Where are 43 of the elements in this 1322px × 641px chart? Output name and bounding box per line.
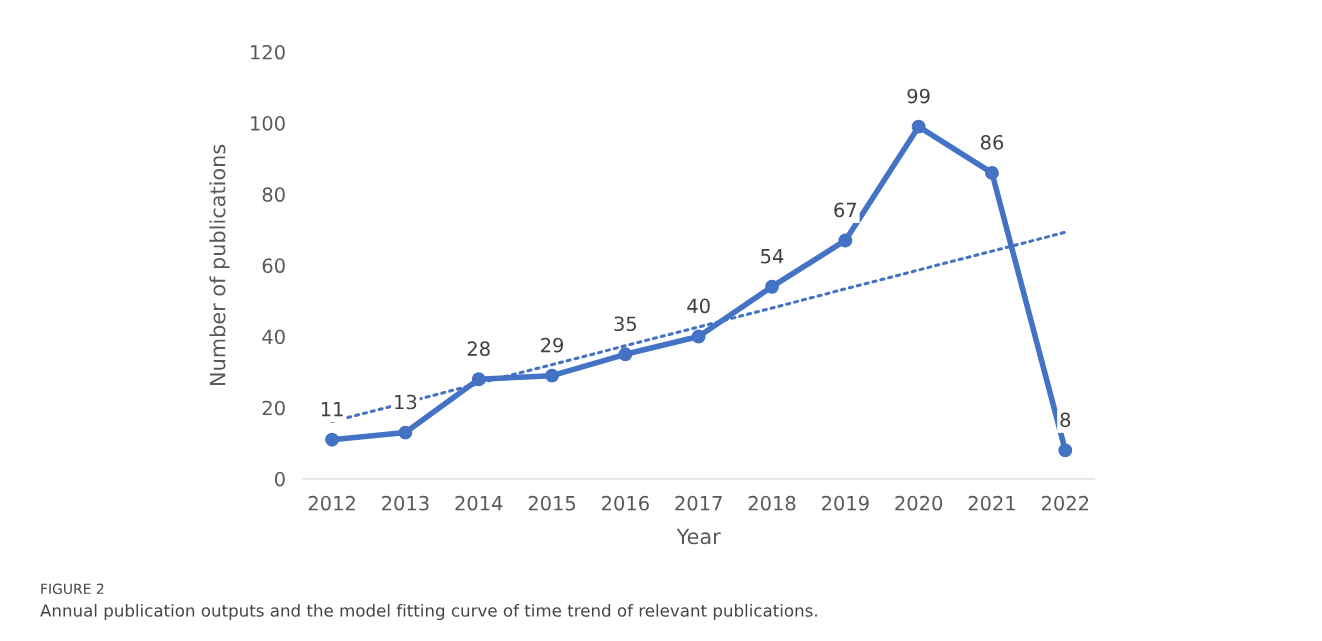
x-tick-label: 2015 <box>528 495 576 511</box>
data-label: 11 <box>321 402 343 417</box>
data-label: 54 <box>761 249 784 264</box>
data-label: 40 <box>687 298 710 314</box>
point <box>1058 443 1073 458</box>
point <box>838 233 853 248</box>
x-tick-label: 2013 <box>382 495 429 511</box>
data-label: 99 <box>907 88 930 104</box>
point <box>545 368 559 383</box>
y-axis-title: Number of publications <box>209 144 230 385</box>
x-tick-label: 2020 <box>895 495 943 511</box>
y-tick-label: 100 <box>251 116 285 131</box>
y-tick-label: 60 <box>262 258 285 274</box>
y-tick-label: 120 <box>251 44 285 60</box>
x-tick-label: 2014 <box>455 495 503 511</box>
y-tick-label: 80 <box>262 187 285 202</box>
x-tick-label: 2022 <box>1041 495 1089 511</box>
data-label: 29 <box>541 337 564 353</box>
point <box>398 425 413 440</box>
point <box>618 347 633 362</box>
point <box>985 165 999 180</box>
x-tick-label: 2016 <box>602 495 649 511</box>
data-label: 28 <box>467 341 490 356</box>
x-tick-label: 2021 <box>968 495 1015 511</box>
x-tick-label: 2012 <box>308 495 355 511</box>
text: Annual publication outputs and the model fitting curve of time trend of relevant publications. <box>40 603 817 621</box>
data-label: 8 <box>1060 412 1071 428</box>
x-tick-label: 2019 <box>822 495 869 511</box>
x-tick-label: 2018 <box>748 495 796 511</box>
y-tick-label: 0 <box>274 471 285 487</box>
y-tick-label: 40 <box>262 329 285 345</box>
caption: FIGURE 2 <box>41 583 104 595</box>
point <box>325 432 340 447</box>
data-label: 67 <box>834 202 857 218</box>
x-axis-title: Year <box>676 528 721 545</box>
data-label: 13 <box>395 394 417 410</box>
y-tick-label: 20 <box>262 400 285 416</box>
data-label: 86 <box>980 134 1004 150</box>
point <box>691 329 706 344</box>
point <box>911 119 926 134</box>
data-label: 35 <box>614 316 637 332</box>
x-tick-label: 2017 <box>675 495 722 511</box>
point <box>765 279 779 294</box>
